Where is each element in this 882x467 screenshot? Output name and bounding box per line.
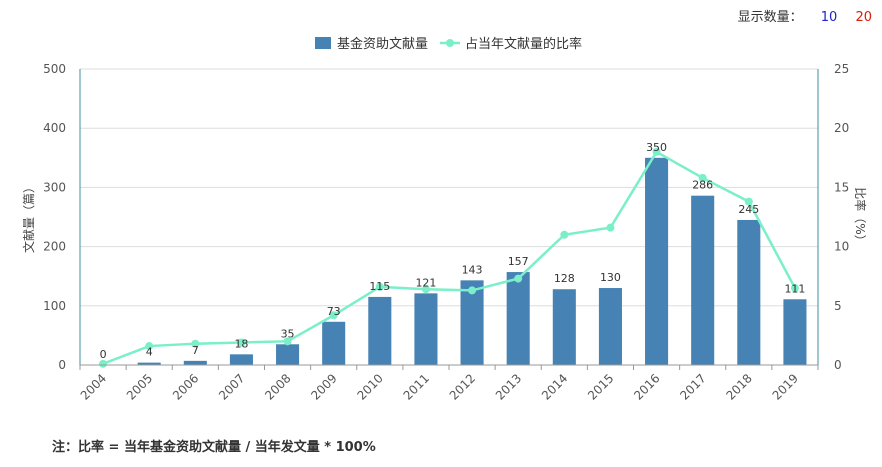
legend-line-label: 占当年文献量的比率 — [465, 36, 582, 52]
bar — [783, 299, 807, 365]
bar-value-label: 286 — [692, 179, 713, 192]
x-tick-label: 2005 — [124, 371, 155, 402]
ratio-point — [375, 282, 384, 291]
chart: 0 100 200 300 400 500 0 5 10 15 20 25 2004 2005 2006 20… — [21, 36, 868, 403]
bar — [183, 360, 207, 365]
ratio-point — [560, 230, 569, 239]
bar-value-label: 73 — [327, 305, 341, 318]
x-tick-label: 2004 — [78, 371, 109, 402]
bar — [322, 321, 346, 365]
bar — [276, 344, 300, 365]
line-series — [99, 147, 799, 368]
y2-tick-label: 25 — [834, 62, 849, 76]
bar-value-label: 7 — [192, 344, 199, 357]
bar-value-label: 245 — [738, 203, 759, 216]
y2-tick-label: 15 — [834, 180, 849, 194]
bar — [368, 296, 392, 365]
x-tick-label: 2013 — [493, 371, 524, 402]
bar — [645, 157, 669, 365]
bar-value-label: 35 — [281, 327, 295, 340]
x-tick-label: 2018 — [723, 371, 754, 402]
display-count-option-20[interactable]: 20 — [855, 10, 872, 25]
ratio-point — [468, 286, 477, 295]
ratio-point — [283, 337, 292, 346]
ratio-line — [102, 150, 797, 365]
bar-value-label: 0 — [100, 348, 107, 361]
y2-tick-label: 10 — [834, 240, 849, 254]
x-tick-label: 2006 — [170, 371, 201, 402]
bar-value-label: 128 — [554, 272, 575, 285]
bar — [737, 219, 761, 365]
bar — [460, 280, 484, 365]
legend-bar-label: 基金资助文献量 — [337, 36, 428, 52]
x-tick-label: 2012 — [447, 371, 478, 402]
bar — [414, 293, 438, 365]
ratio-point — [99, 359, 108, 368]
y2-axis-title: 比率（%） — [853, 187, 868, 246]
ratio-point — [237, 338, 246, 347]
y-tick-label: 0 — [58, 358, 66, 372]
bar — [506, 272, 530, 365]
bar-value-label: 111 — [784, 282, 805, 295]
x-tick-label: 2016 — [631, 371, 662, 402]
y2-tick-label: 20 — [834, 121, 849, 135]
x-tick-label: 2015 — [585, 371, 616, 402]
bar-value-label: 130 — [600, 271, 621, 284]
ratio-point — [606, 223, 615, 232]
ratio-point — [421, 285, 430, 294]
bar-value-label: 350 — [646, 141, 667, 154]
display-count-label: 显示数量： — [737, 10, 803, 25]
ratio-point — [652, 147, 661, 156]
y-tick-label: 300 — [43, 180, 66, 194]
footnote: 注：比率 = 当年基金资助文献量 / 当年发文量 * 100% — [52, 440, 376, 455]
data-labels: 0 4 7 18 35 73 115 121 143 157 128 130 350 286 245 111 — [100, 141, 806, 361]
bar — [229, 354, 253, 365]
y2-tick-label: 5 — [834, 299, 842, 313]
bar-value-label: 115 — [369, 280, 390, 293]
x-tick-label: 2009 — [308, 371, 339, 402]
y-tick-label: 500 — [43, 62, 66, 76]
legend-bar-swatch — [315, 37, 331, 49]
bar-value-label: 18 — [234, 337, 248, 350]
ratio-point — [698, 173, 707, 182]
bar — [598, 288, 622, 365]
ratio-point — [329, 311, 338, 320]
x-tick-label: 2007 — [216, 371, 247, 402]
ratio-point — [744, 197, 753, 206]
y2-tick-label: 0 — [834, 358, 842, 372]
display-count-bar: 显示数量： 10 20 — [738, 6, 872, 25]
bar-value-label: 143 — [462, 263, 483, 276]
ratio-point — [514, 274, 523, 283]
bar — [552, 289, 576, 365]
ratio-point — [790, 284, 799, 293]
display-count-option-10[interactable]: 10 — [820, 10, 838, 25]
legend-line-marker — [446, 39, 454, 47]
bar — [691, 195, 715, 365]
y-axis-title: 文献量（篇） — [21, 181, 36, 253]
ratio-point — [191, 339, 200, 348]
bar — [137, 362, 161, 365]
bar-value-label: 121 — [415, 276, 436, 289]
x-tick-label: 2010 — [354, 371, 385, 402]
bar-value-label: 157 — [508, 255, 529, 268]
y-tick-label: 200 — [43, 240, 66, 254]
x-tick-label: 2019 — [770, 371, 801, 402]
y-tick-label: 400 — [43, 121, 66, 135]
bar-series — [137, 157, 807, 365]
legend: 基金资助文献量 占当年文献量的比率 — [315, 36, 582, 52]
x-tick-label: 2008 — [262, 371, 293, 402]
x-tick-label: 2011 — [401, 371, 432, 402]
y-tick-label: 100 — [43, 299, 66, 313]
bar-value-label: 4 — [146, 346, 153, 359]
ratio-point — [145, 342, 154, 351]
x-tick-label: 2014 — [539, 371, 570, 402]
x-tick-label: 2017 — [677, 371, 708, 402]
